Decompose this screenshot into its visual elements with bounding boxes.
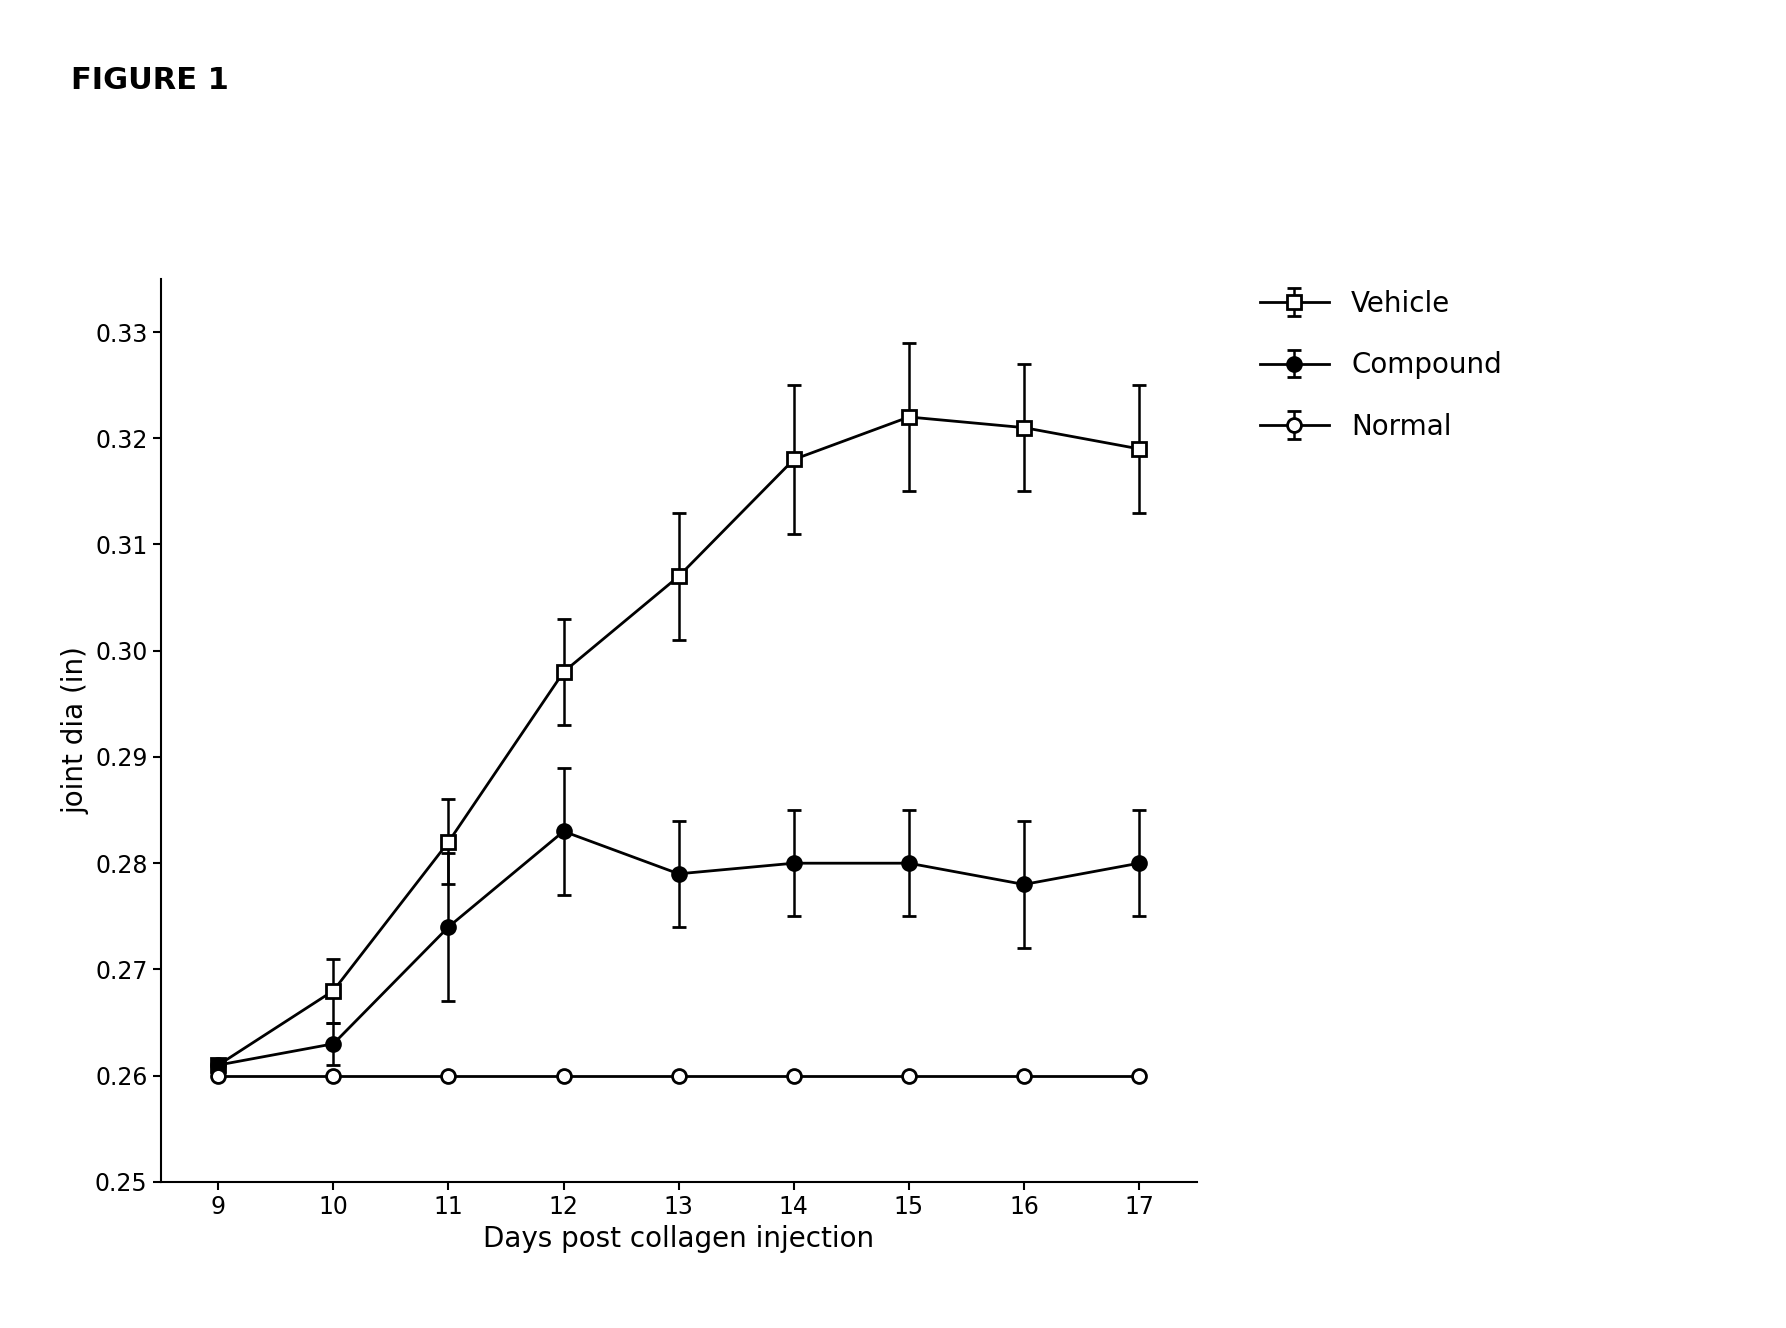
Y-axis label: joint dia (in): joint dia (in) bbox=[61, 647, 89, 814]
Legend: Vehicle, Compound, Normal: Vehicle, Compound, Normal bbox=[1248, 279, 1513, 452]
Text: FIGURE 1: FIGURE 1 bbox=[71, 66, 229, 96]
X-axis label: Days post collagen injection: Days post collagen injection bbox=[484, 1224, 873, 1252]
